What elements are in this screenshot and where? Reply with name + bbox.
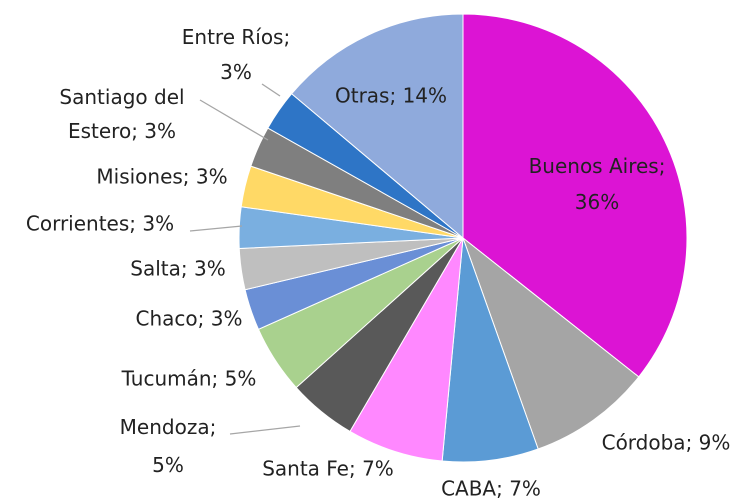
data-label: CABA; 7% <box>441 477 541 501</box>
leader-line <box>189 225 243 232</box>
pie-slice <box>461 236 640 450</box>
data-label: Córdoba; 9% <box>602 431 731 455</box>
label-line: Buenos Aires; <box>529 154 666 178</box>
data-label: Santiago del Estero; 3% <box>59 85 184 143</box>
label-line: Estero; 3% <box>68 119 176 143</box>
data-label: Corrientes; 3% <box>26 212 174 236</box>
data-label: Salta; 3% <box>130 257 225 281</box>
label-line: 5% <box>152 453 184 477</box>
data-label: Misiones; 3% <box>96 165 227 189</box>
label-line: 36% <box>575 190 619 214</box>
data-label: Chaco; 3% <box>136 307 243 331</box>
leader-line <box>199 99 269 141</box>
data-label: Santa Fe; 7% <box>262 457 394 481</box>
pie-slice <box>290 13 464 240</box>
data-label: Mendoza; 5% <box>120 415 217 477</box>
label-line: Mendoza; <box>120 415 217 439</box>
label-line: 3% <box>220 60 252 84</box>
data-label: Otras; 14% <box>335 84 447 108</box>
label-line: Santiago del <box>59 85 184 109</box>
label-line: Entre Ríos; <box>182 25 290 49</box>
data-label: Tucumán; 5% <box>121 367 257 391</box>
leader-line <box>261 83 281 97</box>
pie-slice <box>462 13 688 378</box>
data-label: Entre Ríos; 3% <box>182 25 290 84</box>
leader-line <box>229 425 301 435</box>
data-label: Buenos Aires; 36% <box>529 154 666 214</box>
